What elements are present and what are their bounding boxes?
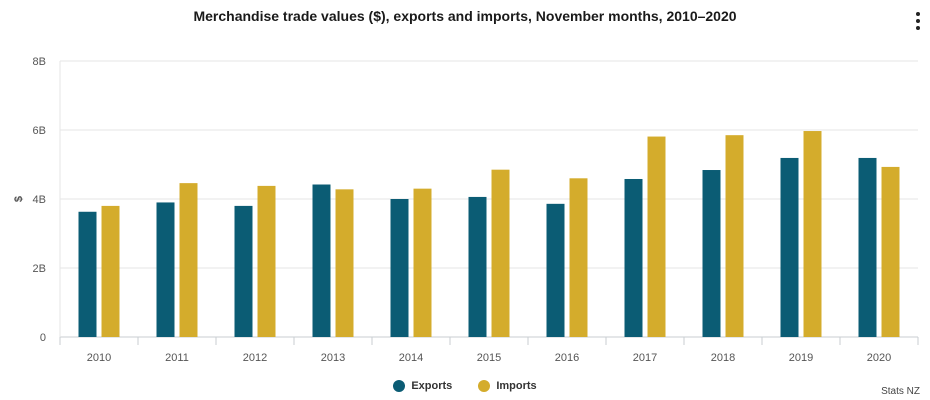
legend-label-imports: Imports bbox=[496, 380, 537, 392]
legend: Exports Imports bbox=[0, 380, 930, 392]
more-vertical-icon-dot bbox=[916, 26, 920, 30]
legend-item-exports[interactable]: Exports bbox=[393, 380, 452, 392]
chart-menu-button[interactable] bbox=[910, 12, 926, 32]
chart-title: Merchandise trade values ($), exports an… bbox=[193, 8, 737, 24]
bar-exports-2013[interactable] bbox=[312, 184, 331, 337]
x-tick-label: 2015 bbox=[477, 352, 501, 364]
bar-exports-2014[interactable] bbox=[390, 199, 409, 337]
x-tick-label: 2016 bbox=[555, 352, 579, 364]
bar-exports-2019[interactable] bbox=[780, 157, 799, 337]
bar-imports-2011[interactable] bbox=[179, 183, 198, 337]
x-tick-label: 2012 bbox=[243, 352, 267, 364]
y-tick-label: 0 bbox=[40, 332, 46, 344]
bars bbox=[78, 131, 900, 337]
x-tick-label: 2011 bbox=[165, 352, 189, 364]
bar-imports-2017[interactable] bbox=[647, 136, 666, 337]
bar-imports-2010[interactable] bbox=[101, 205, 120, 337]
bar-imports-2019[interactable] bbox=[803, 131, 822, 337]
bar-imports-2018[interactable] bbox=[725, 135, 744, 337]
more-vertical-icon bbox=[916, 12, 920, 16]
y-axis-label: $ bbox=[13, 196, 25, 202]
bar-exports-2020[interactable] bbox=[858, 157, 877, 337]
bar-exports-2018[interactable] bbox=[702, 170, 721, 337]
bar-imports-2014[interactable] bbox=[413, 188, 432, 337]
bar-exports-2017[interactable] bbox=[624, 178, 643, 337]
x-tick-label: 2019 bbox=[789, 352, 813, 364]
legend-swatch-imports bbox=[478, 380, 491, 392]
legend-label-exports: Exports bbox=[411, 380, 453, 392]
x-tick-label: 2010 bbox=[87, 352, 111, 364]
x-axis: 2010 2011 2012 2013 2014 2015 2016 2017 2018 2019… bbox=[59, 337, 919, 364]
x-tick-label: 2013 bbox=[321, 352, 345, 364]
bar-imports-2012[interactable] bbox=[257, 185, 276, 337]
bar-exports-2016[interactable] bbox=[546, 203, 565, 337]
bar-exports-2012[interactable] bbox=[234, 205, 253, 337]
y-tick-label: 6B bbox=[33, 125, 46, 137]
bar-imports-2020[interactable] bbox=[881, 166, 900, 337]
grid-lines bbox=[60, 60, 918, 338]
legend-swatch-exports bbox=[393, 380, 406, 392]
x-tick-label: 2017 bbox=[633, 352, 657, 364]
bar-imports-2013[interactable] bbox=[335, 189, 354, 337]
x-tick-label: 2014 bbox=[399, 352, 423, 364]
bar-imports-2016[interactable] bbox=[569, 178, 588, 337]
bar-exports-2011[interactable] bbox=[156, 202, 175, 337]
bar-imports-2015[interactable] bbox=[491, 169, 510, 337]
more-vertical-icon-dot bbox=[916, 19, 920, 23]
legend-item-imports[interactable]: Imports bbox=[478, 380, 537, 392]
y-tick-label: 2B bbox=[33, 263, 46, 275]
bar-exports-2015[interactable] bbox=[468, 196, 487, 337]
x-tick-label: 2018 bbox=[711, 352, 735, 364]
y-axis: 0 2B 4B 6B 8B $ bbox=[13, 56, 61, 344]
y-tick-label: 4B bbox=[33, 194, 46, 206]
credits[interactable]: Stats NZ bbox=[881, 386, 920, 397]
x-tick-label: 2020 bbox=[867, 352, 891, 364]
y-tick-label: 8B bbox=[33, 56, 46, 68]
bar-exports-2010[interactable] bbox=[78, 211, 97, 337]
